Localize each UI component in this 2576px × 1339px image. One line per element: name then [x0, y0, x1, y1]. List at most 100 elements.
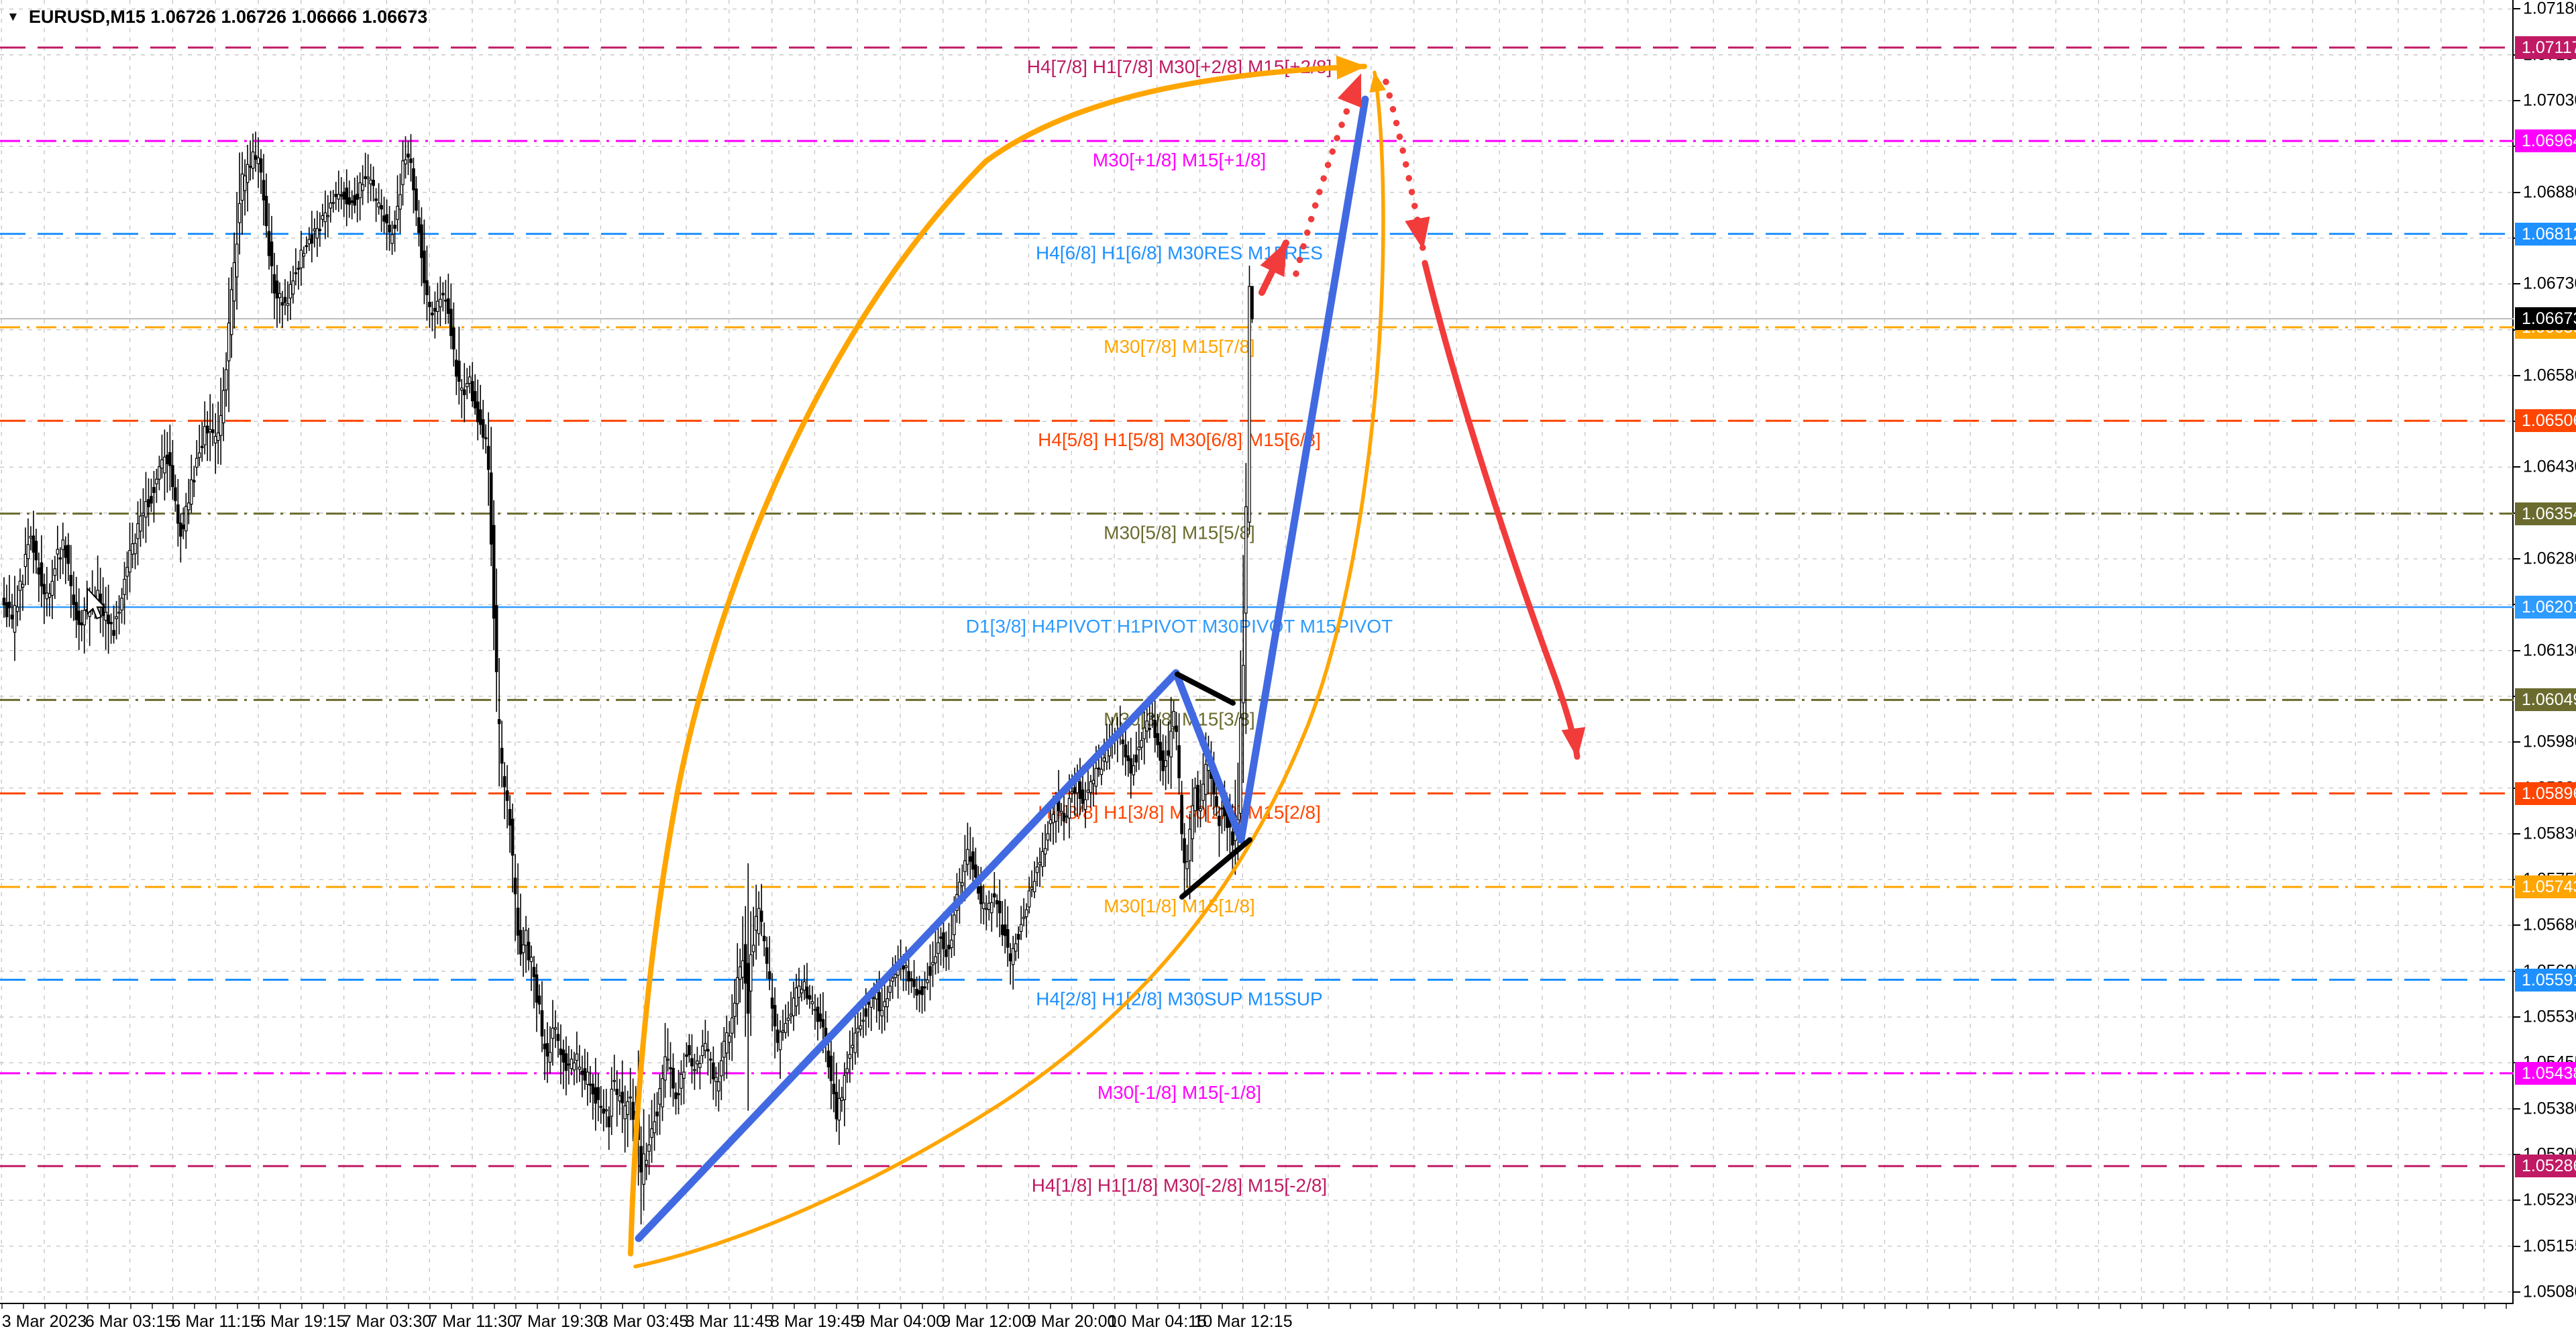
time-tick-mark: [386, 1304, 388, 1309]
ellipse-arc-upper[interactable]: [628, 55, 1367, 1256]
time-tick-mark: [686, 1304, 688, 1309]
time-tick-mark: [1820, 1304, 1822, 1309]
red-arrow-up-short[interactable]: [1258, 239, 1289, 296]
chart-title: ▼ EURUSD,M15 1.06726 1.06726 1.06666 1.0…: [7, 7, 427, 28]
price-tick-mark: [2514, 1153, 2520, 1155]
ellipse-arc-lower[interactable]: [633, 70, 1386, 1269]
price-tick-mark: [2514, 1245, 2520, 1247]
time-tick-mark: [1242, 1304, 1244, 1309]
time-tick-mark: [1841, 1304, 1843, 1309]
price-axis[interactable]: 1.071801.071051.070301.069551.068801.068…: [2514, 0, 2576, 1304]
price-level-badge: 1.06354: [2515, 502, 2576, 525]
time-tick-mark: [129, 1304, 131, 1309]
time-tick-mark: [301, 1304, 303, 1309]
price-tick-label: 1.06880: [2523, 182, 2576, 202]
price-tick-label: 1.05980: [2523, 732, 2576, 751]
time-tick-mark: [1713, 1304, 1715, 1309]
time-tick-mark: [87, 1304, 89, 1309]
time-tick-mark: [2012, 1304, 2015, 1309]
black-trendline[interactable]: [1175, 672, 1236, 706]
candles: [2, 131, 1254, 1225]
time-tick-mark: [44, 1304, 46, 1309]
price-level-badge: 1.06812: [2515, 222, 2576, 246]
time-tick-mark: [1028, 1304, 1030, 1309]
price-tick-label: 1.06130: [2523, 641, 2576, 660]
time-tick-mark: [1906, 1304, 1908, 1309]
time-tick-mark: [879, 1304, 881, 1309]
level-label: M30[5/8] M15[5/8]: [1104, 523, 1255, 543]
zigzag-trendline[interactable]: [635, 95, 1369, 1242]
time-tick-mark: [750, 1304, 752, 1309]
price-tick-mark: [2514, 741, 2520, 743]
chart-plot-area[interactable]: H4[7/8] H1[7/8] M30[+2/8] M15[+2/8] M30[+…: [0, 0, 2514, 1304]
time-axis-label: 10 Mar 12:15: [1193, 1312, 1293, 1331]
time-tick-mark: [2355, 1304, 2357, 1309]
time-axis-label: 9 Mar 20:00: [1026, 1312, 1117, 1331]
red-arrow-dotted-down[interactable]: [1383, 78, 1430, 252]
price-tick-label: 1.06730: [2523, 274, 2576, 293]
price-level-badge: 1.05896: [2515, 782, 2576, 805]
red-arrow-down-long[interactable]: [1421, 260, 1586, 760]
time-tick-mark: [2120, 1304, 2122, 1309]
time-tick-mark: [1692, 1304, 1694, 1309]
level-label: H4[2/8] H1[2/8] M30SUP M15SUP: [1036, 989, 1322, 1010]
time-tick-mark: [2312, 1304, 2314, 1309]
time-tick-mark: [343, 1304, 345, 1309]
time-tick-mark: [194, 1304, 196, 1309]
time-tick-mark: [643, 1304, 645, 1309]
time-axis-label: 7 Mar 19:30: [513, 1312, 603, 1331]
time-tick-mark: [408, 1304, 410, 1309]
time-tick-mark: [1371, 1304, 1373, 1309]
time-tick-mark: [451, 1304, 453, 1309]
time-axis-label: 6 Mar 03:15: [85, 1312, 175, 1331]
price-level-badge: 1.05743: [2515, 875, 2576, 899]
time-tick-mark: [472, 1304, 474, 1309]
time-tick-mark: [1178, 1304, 1180, 1309]
symbol-ohlc-title: EURUSD,M15 1.06726 1.06726 1.06666 1.066…: [28, 7, 428, 27]
price-tick-label: 1.05680: [2523, 915, 2576, 934]
time-tick-mark: [985, 1304, 987, 1309]
time-tick-mark: [1884, 1304, 1886, 1309]
time-tick-mark: [493, 1304, 495, 1309]
price-tick-label: 1.06580: [2523, 366, 2576, 385]
analysis-overlays[interactable]: [628, 55, 1586, 1269]
time-axis[interactable]: 3 Mar 2023 6 Mar 03:15 6 Mar 11:15 6 Mar 19…: [0, 1304, 2576, 1339]
time-tick-mark: [1521, 1304, 1523, 1309]
price-tick-mark: [2514, 283, 2520, 285]
time-tick-mark: [707, 1304, 709, 1309]
time-tick-mark: [557, 1304, 559, 1309]
time-tick-mark: [1499, 1304, 1501, 1309]
time-tick-mark: [2248, 1304, 2250, 1309]
time-tick-mark: [1413, 1304, 1415, 1309]
time-tick-mark: [1221, 1304, 1223, 1309]
time-tick-mark: [172, 1304, 174, 1309]
time-axis-label: 8 Mar 19:45: [770, 1312, 860, 1331]
time-tick-mark: [1, 1304, 3, 1309]
time-tick-mark: [622, 1304, 624, 1309]
price-level-badge: 1.07117: [2515, 36, 2576, 59]
time-tick-mark: [151, 1304, 153, 1309]
price-tick-mark: [2514, 558, 2520, 560]
time-tick-mark: [729, 1304, 731, 1309]
price-tick-mark: [2514, 649, 2520, 651]
time-tick-mark: [900, 1304, 902, 1309]
time-tick-mark: [322, 1304, 324, 1309]
price-chart-canvas[interactable]: H4[7/8] H1[7/8] M30[+2/8] M15[+2/8]M30[+…: [0, 0, 2514, 1304]
time-tick-mark: [836, 1304, 838, 1309]
time-tick-mark: [600, 1304, 602, 1309]
price-tick-label: 1.05155: [2523, 1236, 2576, 1256]
time-tick-mark: [1649, 1304, 1651, 1309]
time-tick-mark: [964, 1304, 966, 1309]
time-tick-mark: [921, 1304, 923, 1309]
time-tick-mark: [2141, 1304, 2143, 1309]
time-axis-label: 6 Mar 11:15: [171, 1312, 260, 1331]
time-tick-mark: [2077, 1304, 2079, 1309]
red-arrow-dotted-up[interactable]: [1293, 72, 1364, 277]
time-tick-mark: [1135, 1304, 1137, 1309]
price-tick-label: 1.06430: [2523, 457, 2576, 476]
black-trendline[interactable]: [1179, 837, 1252, 900]
symbol-dropdown-icon[interactable]: ▼: [7, 9, 19, 24]
time-tick-mark: [1328, 1304, 1330, 1309]
